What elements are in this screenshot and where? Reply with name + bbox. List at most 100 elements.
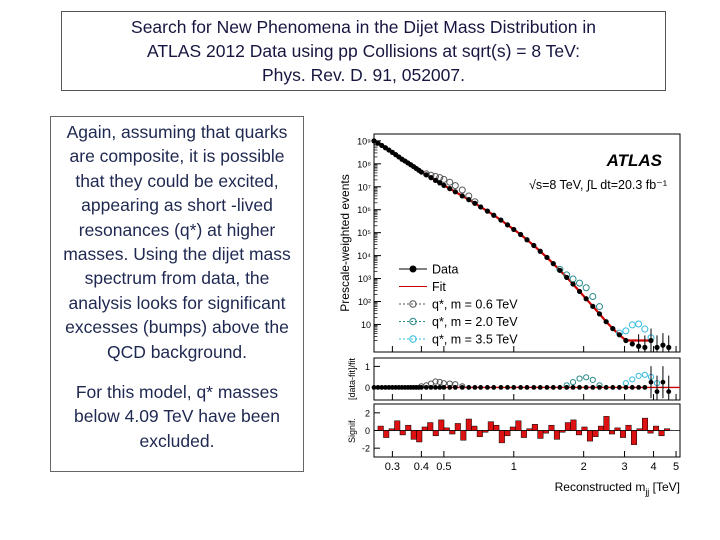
ratio-data-point [648,379,654,385]
signif-y-tick-label: 0 [365,426,370,436]
significance-bar [465,418,472,431]
significance-bar [394,420,401,431]
ratio-data-point [583,385,589,390]
data-point [596,311,603,317]
ratio-signal-point [432,378,439,385]
ratio-data-point [389,385,395,390]
main-y-tick-label: 10⁸ [357,159,371,169]
ratio-data-point [459,385,465,390]
ratio-data-point [386,385,392,390]
data-point [623,337,629,344]
ratio-data-point [544,385,550,390]
qstar-0-6-point [446,178,454,186]
data-point [590,303,596,309]
data-point [459,193,465,199]
ratio-data-point [371,385,377,390]
ratio-data-point [491,385,497,390]
data-point [375,140,381,146]
data-point [437,180,443,186]
main-y-tick-label: 10⁵ [357,228,371,238]
legend-marker [409,300,417,308]
x-tick-label: 0.4 [414,461,429,473]
ratio-data-point [660,379,666,385]
data-point [557,267,563,273]
significance-bar [449,430,456,435]
ratio-data-point [485,385,490,390]
ratio-data-point [531,385,537,390]
data-point [616,332,622,338]
ratio-data-point [505,385,510,390]
ratio-signal-point [641,371,648,378]
qstar-3-5-point [635,320,643,328]
ratio-data-point [418,385,424,390]
ratio-data-point [511,385,517,390]
ratio-signal-point [436,378,443,386]
significance-bar [597,425,604,431]
data-point [636,343,642,349]
significance-bar [476,430,483,437]
data-point [642,344,648,351]
ratio-data-point [375,385,381,390]
data-point [466,197,472,203]
significance-bar [586,430,593,442]
ratio-data-point [623,385,629,390]
significance-bar [383,430,390,438]
significance-bar [603,416,610,431]
legend-marker [409,265,417,273]
main-y-tick-label: 10⁷ [358,182,371,192]
ratio-data-point [597,385,602,390]
significance-bar [642,417,649,431]
significance-bar [575,430,582,436]
qstar-3-5-point [622,327,630,335]
ratio-data-point [610,385,616,390]
ratio-data-point [636,385,642,390]
ratio-data-point [518,385,523,390]
x-axis-title-main: Reconstructed m [555,480,646,494]
data-point [418,169,424,175]
ratio-signal-point [569,379,577,386]
data-point [484,208,491,214]
main-y-axis-title: Prescale-weighted events [338,174,352,311]
ratio-signal-point [576,375,583,382]
energy-luminosity-label: √s=8 TeV, ∫L dt=20.3 fb⁻¹ [529,178,667,192]
significance-bar [421,426,428,431]
ratio-signal-point [583,374,590,381]
x-tick-label: 1 [511,461,517,473]
data-point [550,261,556,267]
significance-bar [531,424,538,431]
significance-bar [454,423,461,431]
x-tick-label: 5 [673,461,679,473]
slide-title-box: Search for New Phenomena in the Dijet Ma… [61,11,666,91]
ratio-data-point [437,385,443,390]
significance-bar [427,422,434,431]
x-axis-title-subscript: jj [644,487,649,497]
signif-y-axis-title: Signif. [347,418,357,443]
ratio-data-point [666,389,672,394]
main-y-tick-label: 10 [361,320,371,330]
data-point [504,222,511,228]
qstar-0-6-point [440,175,448,183]
legend-label: q*, m = 3.5 TeV [432,333,518,347]
significance-bar [377,425,384,431]
significance-bar [625,424,632,431]
data-point [564,274,570,281]
ratio-data-point [423,385,429,390]
ratio-data-point [590,385,596,390]
significance-bar [487,421,494,431]
significance-bar [564,422,571,431]
data-point [432,177,439,183]
data-point [576,288,583,295]
significance-bar [399,430,406,436]
legend-entry: Fit [399,280,446,294]
title-line-2: ATLAS 2012 Data using pp Collisions at s… [146,41,581,61]
ratio-signal-point [635,372,642,379]
ratio-data-point [441,385,447,390]
significance-bar [493,424,500,431]
data-point [511,226,517,233]
ratio-y-axis-title: [data-fit]/fit [347,358,357,401]
significance-bar [432,430,439,437]
ratio-data-point [642,385,648,390]
data-point [537,248,543,254]
data-point [570,281,576,287]
